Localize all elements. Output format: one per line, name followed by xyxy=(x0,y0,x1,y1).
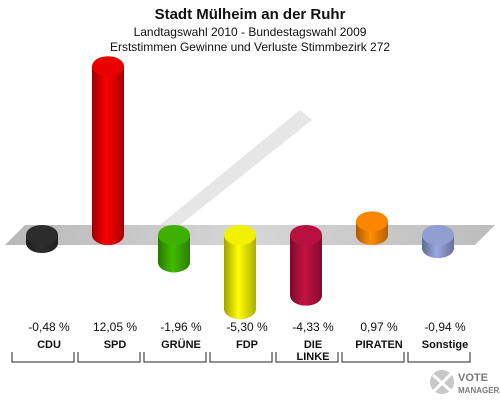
category-bracket xyxy=(11,352,75,363)
category-label: LINKE xyxy=(297,351,330,363)
vote-manager-logo: VOTE MANAGER xyxy=(430,370,500,395)
chart-subtitle-2: Erststimmen Gewinne und Verluste Stimmbe… xyxy=(110,40,390,54)
bar-spd xyxy=(92,66,124,245)
chart-subtitle-1: Landtagswahl 2010 - Bundestagswahl 2009 xyxy=(134,25,367,39)
category-label: CDU xyxy=(37,339,61,351)
background-streak xyxy=(160,110,312,225)
bar-cap-piraten xyxy=(356,211,388,232)
value-label: 0,97 % xyxy=(360,320,398,334)
category-bracket xyxy=(77,352,141,363)
value-label: -0,48 % xyxy=(28,320,70,334)
bar-cap-spd xyxy=(92,56,124,77)
value-labels-group: -0,48 % 12,05 % -1,96 % -5,30 % -4,33 % 0,97 … xyxy=(28,320,466,334)
bar-cap-die-linke xyxy=(290,225,322,245)
category-label: FDP xyxy=(236,339,258,351)
bar-cap-grüne xyxy=(158,225,190,245)
bars-group xyxy=(26,56,454,320)
category-bracket xyxy=(209,352,273,363)
category-label: Sonstige xyxy=(422,339,468,351)
logo-text-vote: VOTE xyxy=(458,372,488,384)
chart-title: Stadt Mülheim an der Ruhr xyxy=(155,6,346,23)
bar-cap-sonstige xyxy=(422,225,454,245)
category-label: PIRATEN xyxy=(355,339,403,351)
bar-cap-cdu xyxy=(26,225,58,245)
category-label: GRÜNE xyxy=(161,338,201,351)
category-bracket xyxy=(407,352,471,363)
value-label: -5,30 % xyxy=(226,320,268,334)
value-label: -0,94 % xyxy=(424,320,466,334)
logo-text-manager: MANAGER xyxy=(458,386,500,395)
category-label: DIE xyxy=(304,339,322,351)
value-label: -4,33 % xyxy=(292,320,334,334)
value-label: -1,96 % xyxy=(160,320,202,334)
category-bracket xyxy=(143,352,207,363)
value-label: 12,05 % xyxy=(93,320,137,334)
category-bracket xyxy=(341,352,405,363)
category-label: SPD xyxy=(104,339,127,351)
logo-icon xyxy=(430,370,454,394)
bar-fdp xyxy=(224,235,256,320)
bar-grüne xyxy=(158,235,190,273)
category-bracket xyxy=(275,352,339,363)
bar-cap-fdp xyxy=(224,225,256,245)
bar-die-linke xyxy=(290,235,322,306)
